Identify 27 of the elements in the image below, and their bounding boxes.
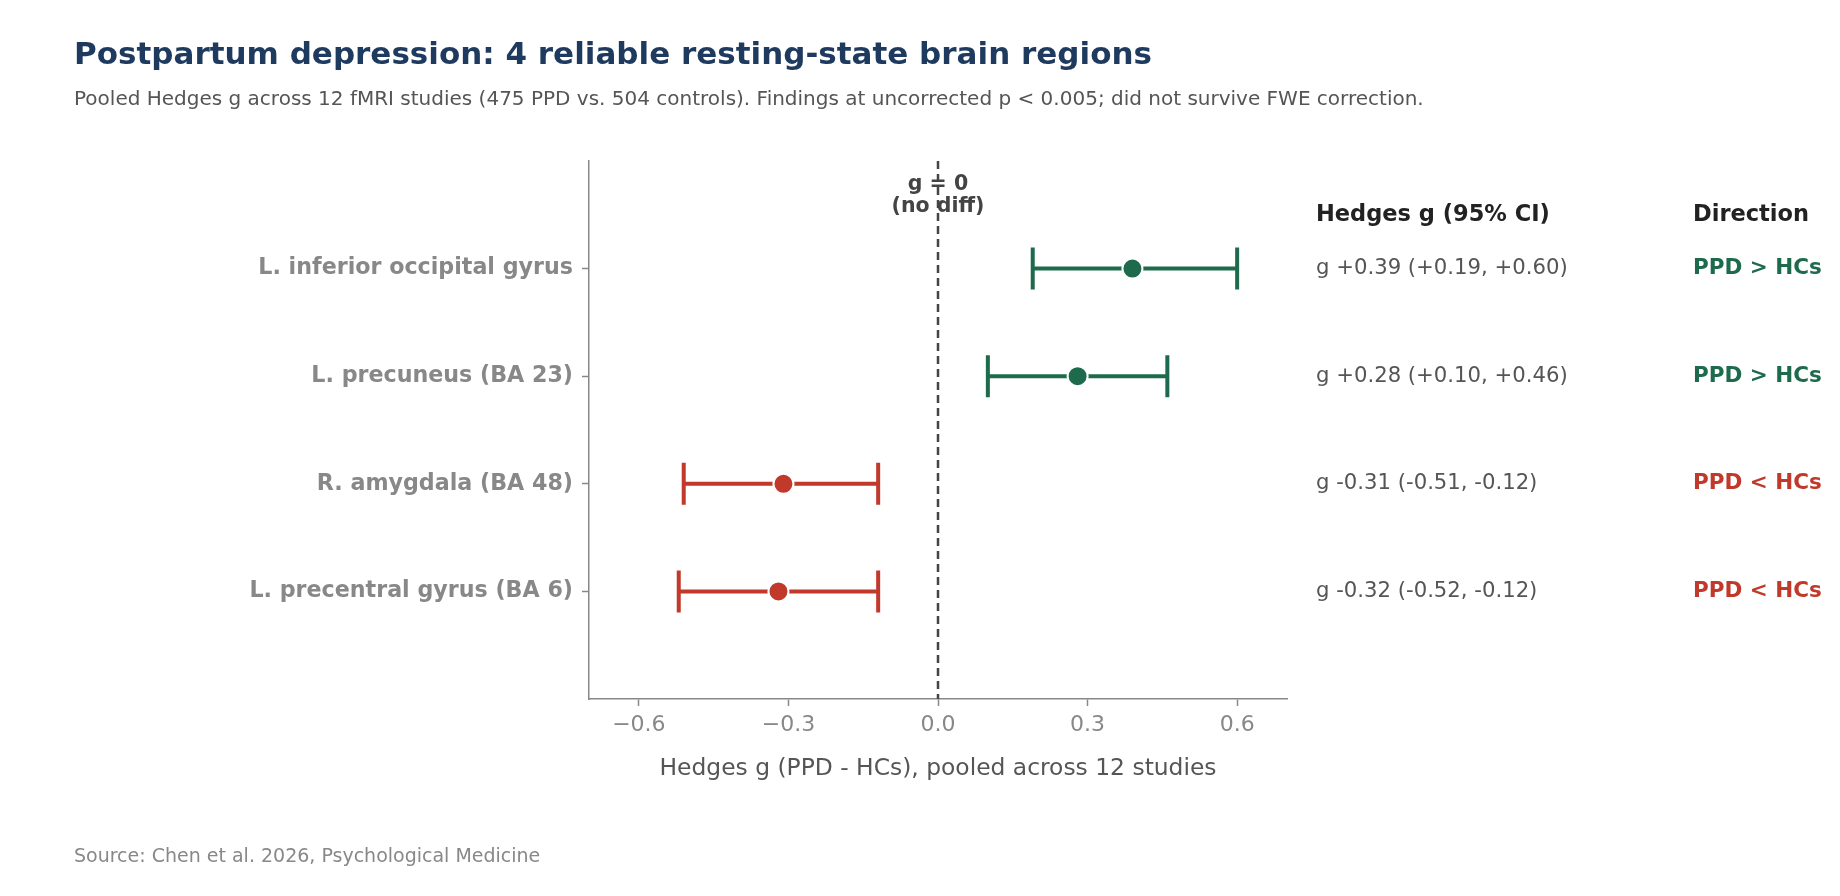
- point: [1121, 257, 1144, 280]
- point: [772, 472, 795, 495]
- text: PPD > HCs: [1693, 361, 1822, 387]
- data-label: g -0.32 (-0.52, -0.12): [1316, 576, 1538, 602]
- y-tick-label: L. precentral gyrus (BA 6): [249, 576, 573, 603]
- data-label: g +0.28 (+0.10, +0.46): [1316, 361, 1568, 387]
- chart-title: Postpartum depression: 4 reliable resting-state brain regions: [74, 35, 1152, 71]
- chart-subtitle: Pooled Hedges g across 12 fMRI studies (475 PPD vs. 504 controls). Findings at uncorrected p < 0.005; did not survive FWE correction.: [74, 86, 1424, 110]
- text: PPD > HCs: [1693, 254, 1822, 280]
- y-tick-label: L. precuneus (BA 23): [311, 360, 573, 387]
- x-tick-label: 0.0: [920, 710, 956, 736]
- x-tick-label: −0.6: [612, 710, 666, 736]
- data-label: g -0.31 (-0.51, -0.12): [1316, 469, 1538, 495]
- x-tick-label: 0.3: [1070, 710, 1106, 736]
- text: Hedges g (95% CI): [1316, 199, 1550, 226]
- source-note: Source: Chen et al. 2026, Psychological Medicine: [74, 844, 541, 866]
- x-tick-label: 0.6: [1219, 710, 1255, 736]
- y-tick-label: L. inferior occipital gyrus: [258, 253, 573, 280]
- y-tick-label: R. amygdala (BA 48): [316, 468, 573, 495]
- point: [1066, 365, 1089, 388]
- point: [767, 580, 790, 603]
- text: PPD < HCs: [1693, 469, 1822, 495]
- x-tick-label: −0.3: [761, 710, 816, 736]
- data-label: g +0.39 (+0.19, +0.60): [1316, 254, 1568, 280]
- text: PPD < HCs: [1693, 576, 1822, 602]
- text: Direction: [1693, 199, 1810, 226]
- x-axis-title: Hedges g (PPD - HCs), pooled across 12 studies: [659, 753, 1217, 782]
